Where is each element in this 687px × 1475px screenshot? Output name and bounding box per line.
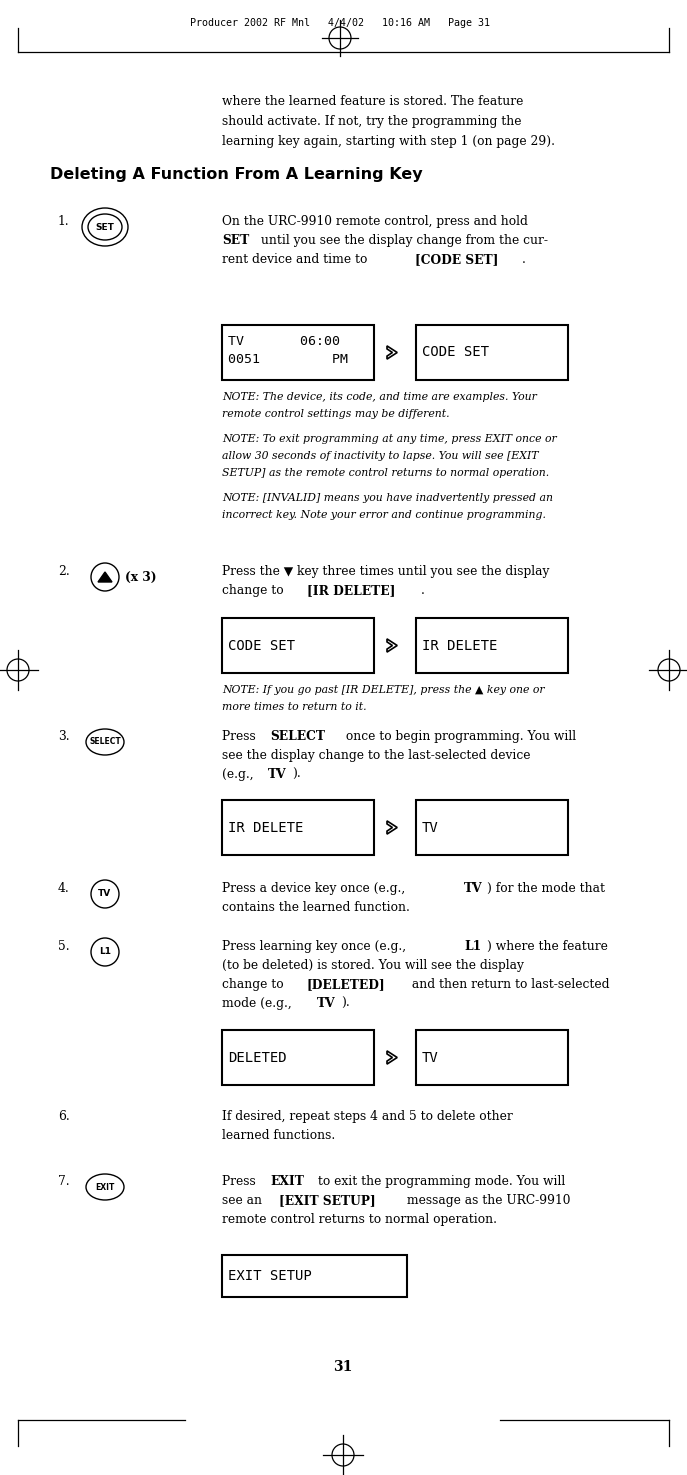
Text: (e.g.,: (e.g., <box>222 768 258 780</box>
Text: once to begin programming. You will: once to begin programming. You will <box>341 730 576 743</box>
Text: EXIT: EXIT <box>271 1176 304 1187</box>
FancyBboxPatch shape <box>222 799 374 855</box>
Text: TV       06:00: TV 06:00 <box>228 335 340 348</box>
Text: EXIT SETUP: EXIT SETUP <box>228 1268 312 1283</box>
Text: [IR DELETE]: [IR DELETE] <box>306 584 395 597</box>
Text: .: . <box>420 584 425 597</box>
Text: Press: Press <box>222 730 260 743</box>
Text: Press a device key once (e.g.,: Press a device key once (e.g., <box>222 882 409 895</box>
FancyBboxPatch shape <box>416 1030 568 1086</box>
Text: 1.: 1. <box>58 215 69 229</box>
Text: [CODE SET]: [CODE SET] <box>414 254 498 266</box>
Text: incorrect key. Note your error and continue programming.: incorrect key. Note your error and conti… <box>222 510 546 521</box>
Text: NOTE: If you go past [IR DELETE], press the ▲ key one or: NOTE: If you go past [IR DELETE], press … <box>222 684 545 695</box>
Text: learned functions.: learned functions. <box>222 1128 335 1142</box>
Text: Press: Press <box>222 1176 260 1187</box>
Text: 5.: 5. <box>58 940 69 953</box>
Text: TV: TV <box>268 768 286 780</box>
Text: learning key again, starting with step 1 (on page 29).: learning key again, starting with step 1… <box>222 136 555 148</box>
FancyBboxPatch shape <box>222 618 374 673</box>
Text: NOTE: To exit programming at any time, press EXIT once or: NOTE: To exit programming at any time, p… <box>222 434 556 444</box>
FancyBboxPatch shape <box>222 1255 407 1297</box>
Text: mode (e.g.,: mode (e.g., <box>222 997 295 1010</box>
Text: SETUP] as the remote control returns to normal operation.: SETUP] as the remote control returns to … <box>222 468 549 478</box>
Text: allow 30 seconds of inactivity to lapse. You will see [EXIT: allow 30 seconds of inactivity to lapse.… <box>222 451 539 462</box>
Text: to exit the programming mode. You will: to exit the programming mode. You will <box>314 1176 565 1187</box>
Text: 2.: 2. <box>58 565 70 578</box>
FancyBboxPatch shape <box>416 799 568 855</box>
Text: Producer 2002 RF Mnl   4/4/02   10:16 AM   Page 31: Producer 2002 RF Mnl 4/4/02 10:16 AM Pag… <box>190 18 490 28</box>
Text: SELECT: SELECT <box>271 730 326 743</box>
Text: [DELETED]: [DELETED] <box>306 978 385 991</box>
Text: change to: change to <box>222 978 287 991</box>
Text: SET: SET <box>222 235 249 246</box>
FancyBboxPatch shape <box>416 618 568 673</box>
Text: NOTE: [INVALID] means you have inadvertently pressed an: NOTE: [INVALID] means you have inadverte… <box>222 493 553 503</box>
Polygon shape <box>98 572 112 583</box>
Text: NOTE: The device, its code, and time are examples. Your: NOTE: The device, its code, and time are… <box>222 392 537 403</box>
Text: L1: L1 <box>99 947 111 956</box>
Text: contains the learned function.: contains the learned function. <box>222 901 410 914</box>
Text: IR DELETE: IR DELETE <box>228 820 304 835</box>
FancyBboxPatch shape <box>416 324 568 381</box>
Text: CODE SET: CODE SET <box>228 639 295 652</box>
Text: message as the URC-9910: message as the URC-9910 <box>403 1193 571 1207</box>
Text: Deleting A Function From A Learning Key: Deleting A Function From A Learning Key <box>50 167 423 181</box>
Text: On the URC-9910 remote control, press and hold: On the URC-9910 remote control, press an… <box>222 215 532 229</box>
Text: 3.: 3. <box>58 730 69 743</box>
Text: ) for the mode that: ) for the mode that <box>488 882 605 895</box>
Text: remote control returns to normal operation.: remote control returns to normal operati… <box>222 1212 497 1226</box>
Text: L1: L1 <box>464 940 482 953</box>
Text: TV: TV <box>98 889 111 898</box>
Text: CODE SET: CODE SET <box>422 345 489 360</box>
Text: 4.: 4. <box>58 882 70 895</box>
Text: until you see the display change from the cur-: until you see the display change from th… <box>257 235 548 246</box>
Text: SET: SET <box>95 223 115 232</box>
Text: DELETED: DELETED <box>228 1050 286 1065</box>
FancyBboxPatch shape <box>222 324 374 381</box>
Text: 7.: 7. <box>58 1176 69 1187</box>
Text: rent device and time to: rent device and time to <box>222 254 371 266</box>
Text: EXIT: EXIT <box>95 1183 115 1192</box>
Text: ) where the feature: ) where the feature <box>486 940 607 953</box>
Text: Press learning key once (e.g.,: Press learning key once (e.g., <box>222 940 410 953</box>
Text: (to be deleted) is stored. You will see the display: (to be deleted) is stored. You will see … <box>222 959 524 972</box>
Text: remote control settings may be different.: remote control settings may be different… <box>222 409 449 419</box>
Text: where the learned feature is stored. The feature: where the learned feature is stored. The… <box>222 94 523 108</box>
Text: .: . <box>522 254 526 266</box>
Text: 31: 31 <box>333 1360 352 1375</box>
Text: 6.: 6. <box>58 1111 70 1122</box>
Text: IR DELETE: IR DELETE <box>422 639 497 652</box>
Text: SELECT: SELECT <box>89 738 121 746</box>
Text: TV: TV <box>422 1050 439 1065</box>
Text: ).: ). <box>341 997 350 1010</box>
Text: If desired, repeat steps 4 and 5 to delete other: If desired, repeat steps 4 and 5 to dele… <box>222 1111 513 1122</box>
Text: and then return to last-selected: and then return to last-selected <box>408 978 609 991</box>
Text: 0051         PM: 0051 PM <box>228 353 348 366</box>
Text: change to: change to <box>222 584 287 597</box>
Text: should activate. If not, try the programming the: should activate. If not, try the program… <box>222 115 521 128</box>
Text: TV: TV <box>317 997 336 1010</box>
Text: TV: TV <box>422 820 439 835</box>
Text: (x 3): (x 3) <box>125 571 157 584</box>
Text: [EXIT SETUP]: [EXIT SETUP] <box>279 1193 375 1207</box>
Text: TV: TV <box>464 882 482 895</box>
FancyBboxPatch shape <box>222 1030 374 1086</box>
Text: Press the ▼ key three times until you see the display: Press the ▼ key three times until you se… <box>222 565 550 578</box>
Text: ).: ). <box>292 768 301 780</box>
Text: see the display change to the last-selected device: see the display change to the last-selec… <box>222 749 530 763</box>
Text: more times to return to it.: more times to return to it. <box>222 702 367 712</box>
Text: see an: see an <box>222 1193 266 1207</box>
